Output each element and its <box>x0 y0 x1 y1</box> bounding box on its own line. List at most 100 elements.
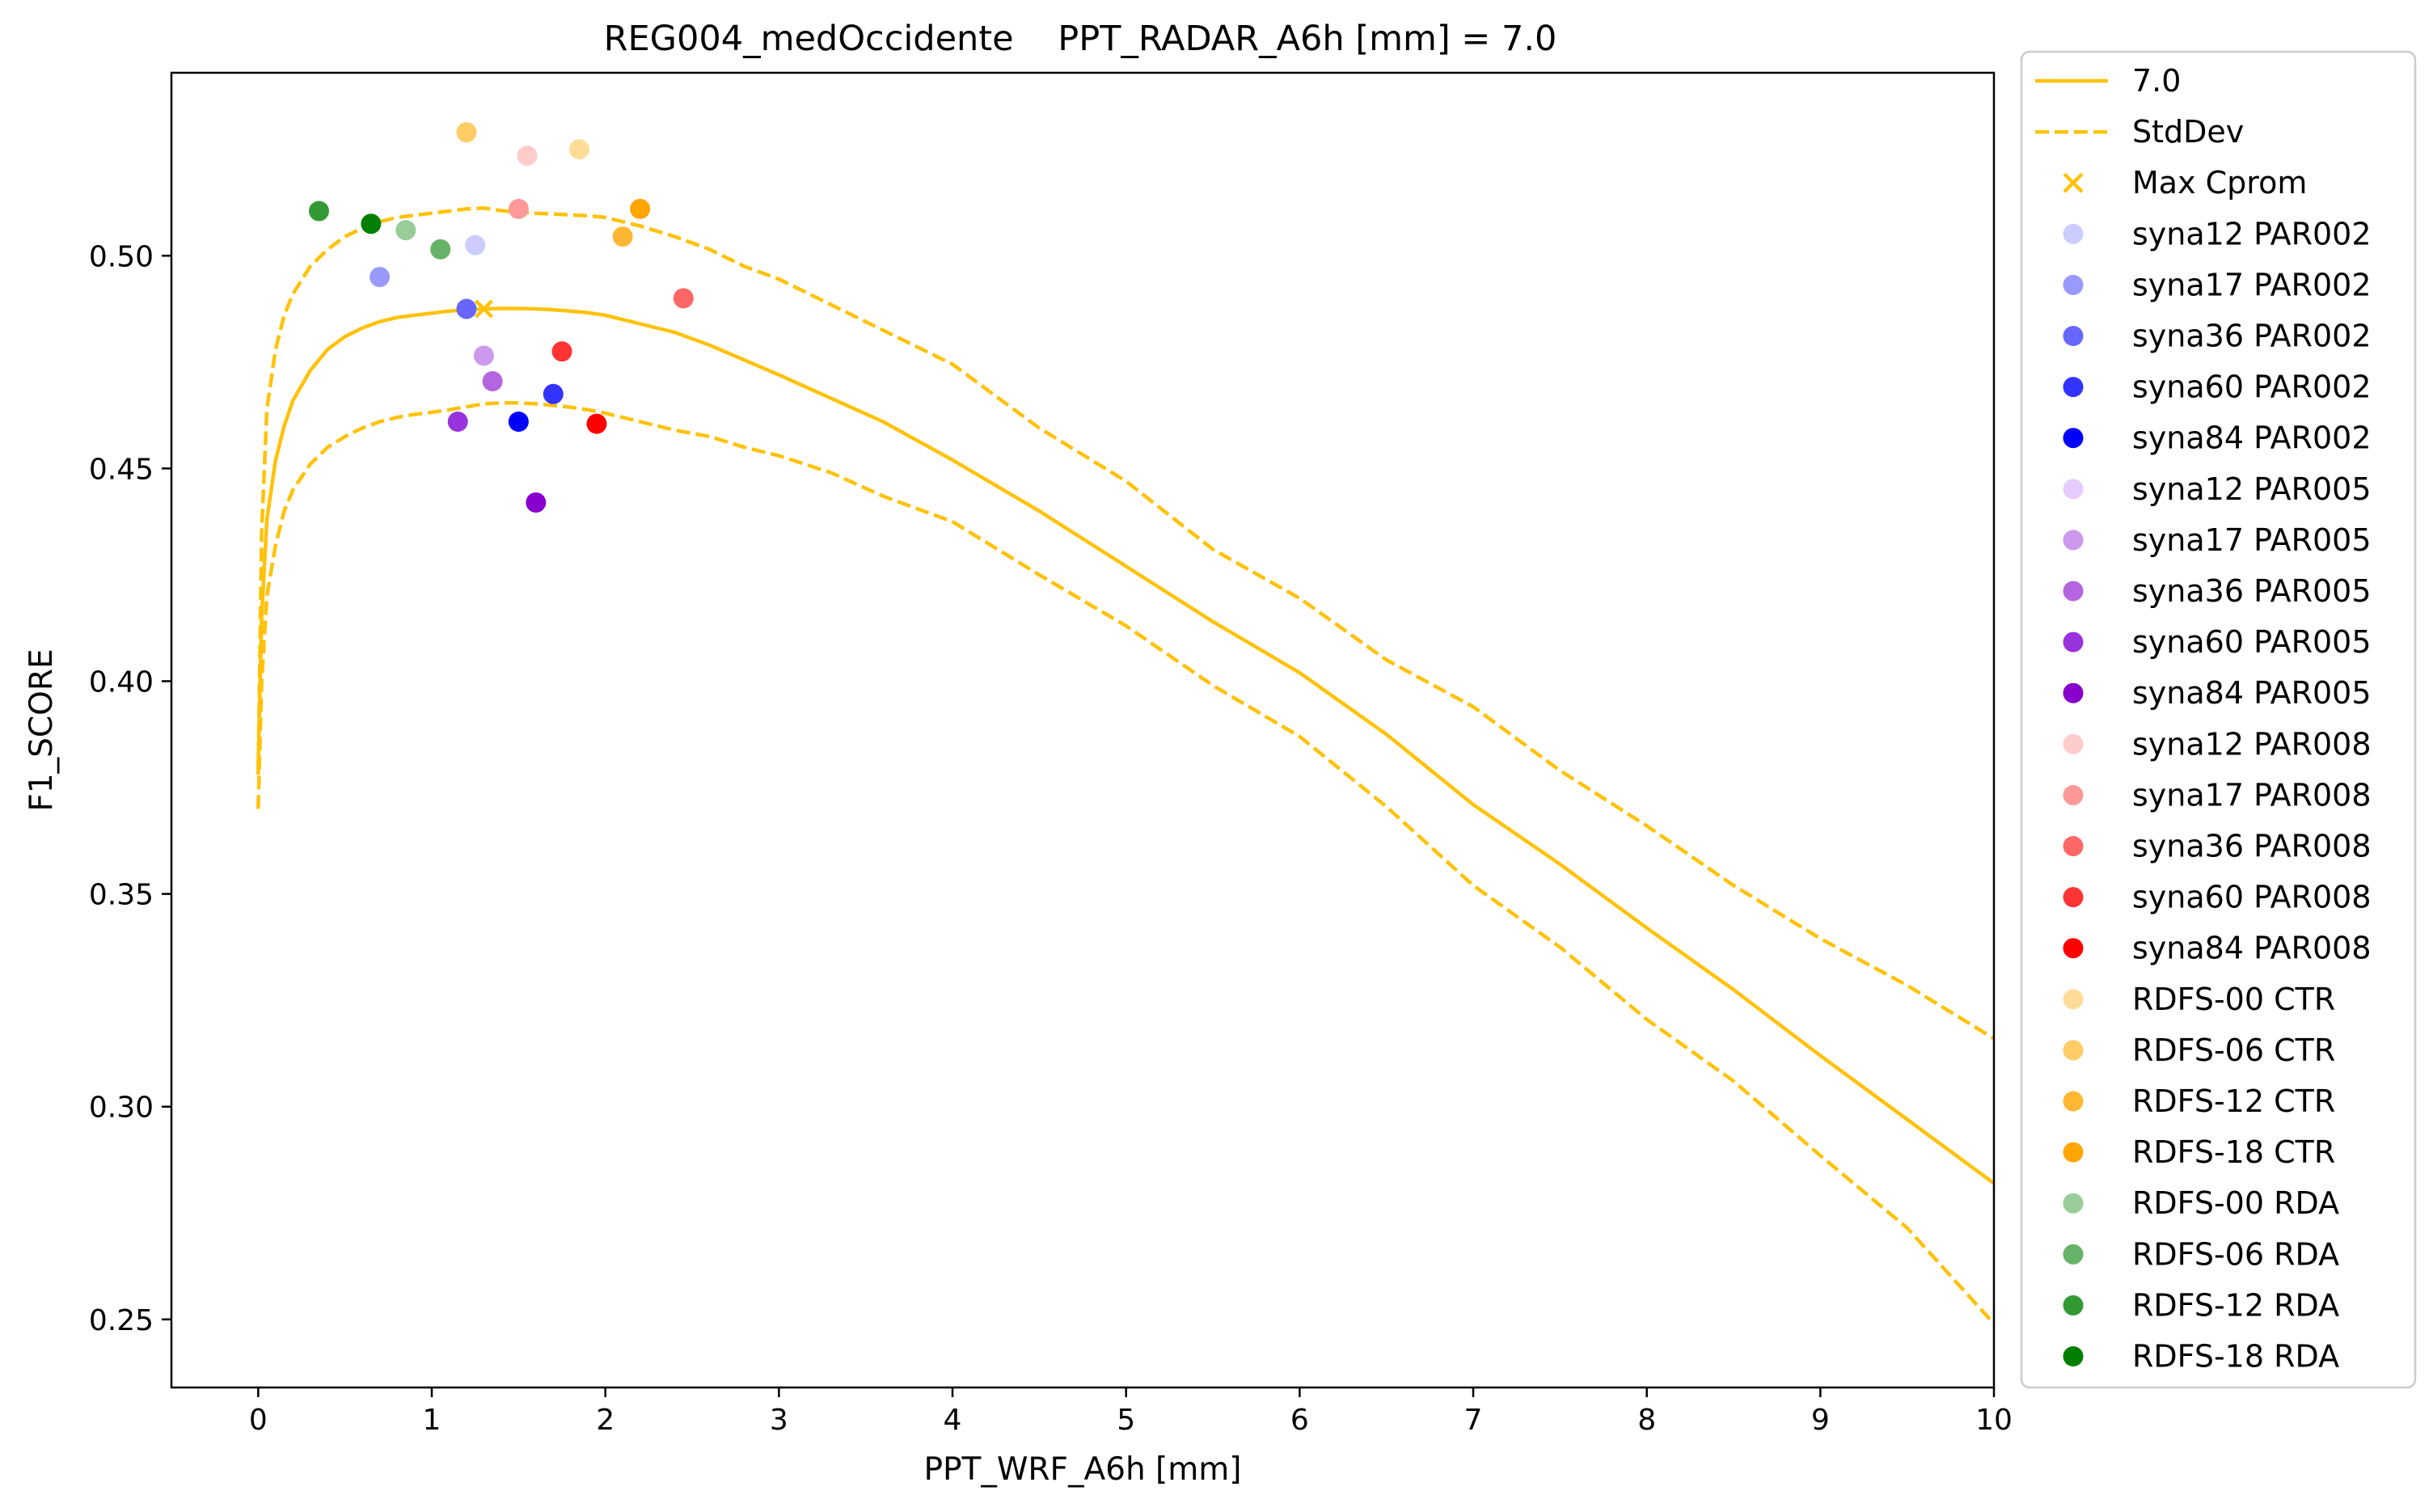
scatter-point-18 <box>612 226 633 247</box>
legend-label: syna36 PAR005 <box>2132 573 2372 609</box>
scatter-point-16 <box>568 139 589 160</box>
x-tick-label: 2 <box>596 1404 615 1437</box>
legend-marker-dot <box>2063 1091 2084 1112</box>
legend-marker-dot <box>2063 530 2084 551</box>
scatter-point-10 <box>526 492 547 513</box>
legend-marker-dot <box>2063 1193 2084 1214</box>
legend-marker-dot <box>2063 682 2084 703</box>
legend-marker-dot <box>2063 479 2084 500</box>
legend-marker-dot <box>2063 1244 2084 1265</box>
legend-label: syna12 PAR005 <box>2132 471 2372 507</box>
legend-marker-dot <box>2063 1040 2084 1061</box>
series-line-2 <box>256 401 1996 1325</box>
scatter-point-11 <box>517 146 538 167</box>
scatter-point-3 <box>456 298 477 319</box>
legend-label: RDFS-12 RDA <box>2132 1287 2339 1323</box>
y-tick-label: 0.50 <box>89 240 154 273</box>
legend-label: RDFS-18 CTR <box>2132 1134 2335 1170</box>
scatter-point-1 <box>465 234 486 256</box>
scatter-point-7 <box>473 345 494 366</box>
x-axis: 0 1 2 3 4 5 6 7 8 9 10 <box>249 1387 2013 1437</box>
legend-frame <box>2020 50 2417 1389</box>
scatter-point-22 <box>308 201 329 222</box>
legend-marker-dot <box>2063 581 2084 602</box>
y-tick-label: 0.35 <box>89 879 154 912</box>
x-tick-label: 10 <box>1975 1404 2013 1437</box>
legend-label: syna60 PAR008 <box>2132 880 2372 915</box>
legend-label: syna60 PAR002 <box>2132 370 2372 405</box>
y-tick-label: 0.30 <box>89 1092 154 1125</box>
legend-marker-dot <box>2063 223 2084 244</box>
scatter-point-17 <box>456 122 477 143</box>
y-tick-label: 0.40 <box>89 665 154 699</box>
y-axis: 0.25 0.30 0.35 0.40 0.45 0.50 <box>89 240 171 1337</box>
legend-marker-dot <box>2063 989 2084 1010</box>
y-tick-label: 0.25 <box>89 1304 154 1337</box>
legend-marker-x <box>2063 172 2084 193</box>
legend-label: syna36 PAR008 <box>2132 829 2372 864</box>
scatter-point-12 <box>508 198 529 219</box>
x-tick-label: 5 <box>1117 1404 1135 1437</box>
legend-label: syna84 PAR005 <box>2132 675 2372 711</box>
legend-label: RDFS-06 CTR <box>2132 1033 2335 1068</box>
series-line-1 <box>256 306 1996 1185</box>
plot-frame <box>170 71 1996 1389</box>
legend-label: 7.0 <box>2132 63 2181 99</box>
scatter-point-9 <box>447 411 468 432</box>
plot-area <box>256 122 1996 1325</box>
legend-label: StdDev <box>2132 114 2244 150</box>
chart-title: REG004_medOccidente PPT_RADAR_A6h [mm] =… <box>604 19 1557 59</box>
legend-marker-dot <box>2063 631 2084 653</box>
legend-label: RDFS-18 RDA <box>2132 1339 2339 1375</box>
max-cprom-marker <box>474 299 493 319</box>
legend-label: syna17 PAR008 <box>2132 777 2372 813</box>
legend-marker-dot <box>2063 887 2084 908</box>
scatter-point-21 <box>430 239 451 260</box>
legend-marker-dot <box>2063 784 2084 805</box>
scatter-point-2 <box>370 267 391 288</box>
y-axis-label: F1_SCORE <box>23 648 60 811</box>
legend-label: RDFS-12 CTR <box>2132 1083 2335 1119</box>
legend-marker-dot <box>2063 733 2084 754</box>
scatter-point-15 <box>586 413 607 434</box>
legend-marker-dot <box>2063 1294 2084 1316</box>
legend-label: syna36 PAR002 <box>2132 319 2372 354</box>
legend-label: RDFS-00 RDA <box>2132 1185 2339 1221</box>
legend-marker-dot <box>2063 836 2084 856</box>
legend-label: syna84 PAR008 <box>2132 931 2372 966</box>
legend-label: syna17 PAR005 <box>2132 522 2372 558</box>
legend-label: Max Cprom <box>2132 165 2307 201</box>
x-axis-label: PPT_WRF_A6h [mm] <box>924 1451 1242 1488</box>
scatter-point-14 <box>551 341 572 362</box>
legend-label: syna12 PAR002 <box>2132 216 2372 251</box>
legend-label: syna84 PAR002 <box>2132 420 2372 456</box>
x-tick-label: 3 <box>770 1404 788 1437</box>
scatter-point-13 <box>673 288 694 309</box>
legend-marker-dot <box>2063 377 2084 398</box>
legend-marker-dot <box>2063 1142 2084 1163</box>
x-tick-label: 6 <box>1290 1404 1309 1437</box>
x-tick-label: 1 <box>423 1404 441 1437</box>
scatter-point-23 <box>361 213 382 234</box>
y-tick-label: 0.45 <box>89 453 154 486</box>
legend-label: RDFS-06 RDA <box>2132 1236 2339 1272</box>
legend-label: syna60 PAR005 <box>2132 624 2372 660</box>
x-tick-label: 8 <box>1637 1404 1656 1437</box>
scatter-point-19 <box>630 198 651 219</box>
scatter-point-20 <box>395 220 416 241</box>
legend-marker-dot <box>2063 938 2084 959</box>
series-line-3 <box>256 206 1996 1041</box>
x-tick-label: 0 <box>249 1404 268 1437</box>
legend-marker-dot <box>2063 326 2084 346</box>
legend-label: RDFS-00 CTR <box>2132 982 2335 1017</box>
x-tick-label: 7 <box>1464 1404 1483 1437</box>
legend-label: syna12 PAR008 <box>2132 726 2372 762</box>
legend-label: syna17 PAR002 <box>2132 267 2372 302</box>
legend-marker-dot <box>2063 428 2084 449</box>
legend: 7.0 StdDev Max Cprom syna12 PAR002 syna17 PA… <box>2020 50 2417 1389</box>
scatter-point-4 <box>543 383 564 404</box>
legend-marker-dot <box>2063 1346 2084 1366</box>
scatter-point-8 <box>482 371 503 392</box>
x-tick-label: 4 <box>944 1404 962 1437</box>
